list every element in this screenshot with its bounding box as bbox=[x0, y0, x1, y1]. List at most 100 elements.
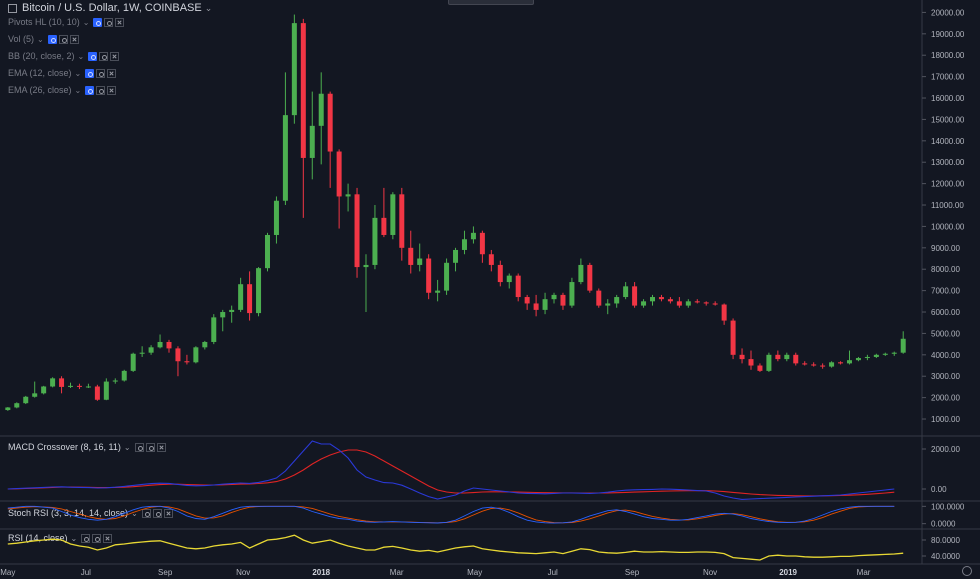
price-tick-label: 10000.00 bbox=[931, 222, 965, 231]
price-tick-label: 7000.00 bbox=[931, 287, 960, 296]
close-icon[interactable] bbox=[163, 508, 173, 518]
eye-icon[interactable] bbox=[47, 34, 57, 44]
candle-body bbox=[748, 359, 754, 366]
chevron-down-icon[interactable]: ⌄ bbox=[82, 17, 90, 27]
eye-icon[interactable] bbox=[85, 85, 95, 95]
settings-icon[interactable] bbox=[145, 442, 155, 452]
rsi-legend[interactable]: RSI (14, close) ⌄ bbox=[8, 533, 114, 543]
indicator-vol[interactable]: Vol (5) ⌄ bbox=[8, 34, 81, 44]
candle-body bbox=[291, 23, 297, 116]
candle-body bbox=[721, 304, 727, 321]
chevron-down-icon[interactable]: ⌄ bbox=[70, 533, 78, 543]
candle-body bbox=[676, 301, 682, 306]
macd-label: MACD Crossover (8, 16, 11) bbox=[8, 442, 121, 452]
candle-body bbox=[354, 194, 360, 268]
stoch-k-line bbox=[7, 505, 895, 524]
indicator-bb[interactable]: BB (20, close, 2) ⌄ bbox=[8, 51, 121, 61]
time-tick-label: 2018 bbox=[312, 568, 330, 577]
macd-legend[interactable]: MACD Crossover (8, 16, 11) ⌄ bbox=[8, 442, 168, 452]
macd-signal-line bbox=[7, 449, 895, 497]
candle-body bbox=[264, 234, 270, 269]
candle-body bbox=[811, 364, 817, 366]
gear-icon[interactable] bbox=[96, 85, 106, 95]
candle-body bbox=[524, 297, 530, 304]
close-icon[interactable] bbox=[110, 51, 120, 61]
chevron-down-icon[interactable]: ⌄ bbox=[37, 34, 44, 44]
stoch-legend[interactable]: Stoch RSI (3, 3, 14, 14, close) ⌄ bbox=[8, 508, 175, 518]
candle-body bbox=[488, 254, 494, 265]
gear-icon[interactable] bbox=[99, 51, 109, 61]
candle-body bbox=[103, 381, 109, 400]
chart-title-text: Bitcoin / U.S. Dollar, 1W, COINBASE bbox=[22, 2, 202, 14]
candle-body bbox=[533, 303, 539, 310]
close-icon[interactable] bbox=[103, 533, 113, 543]
candle-body bbox=[694, 301, 700, 303]
candle-body bbox=[891, 352, 897, 354]
gear-icon[interactable] bbox=[96, 68, 106, 78]
price-tick-label: 20000.00 bbox=[931, 8, 965, 17]
eye-icon[interactable] bbox=[88, 51, 98, 61]
candle-body bbox=[139, 352, 145, 354]
close-icon[interactable] bbox=[107, 68, 117, 78]
candle-body bbox=[685, 301, 691, 306]
candle-body bbox=[345, 194, 351, 197]
candle-body bbox=[327, 93, 333, 152]
indicator-ema-26[interactable]: EMA (26, close) ⌄ bbox=[8, 85, 118, 95]
candle-body bbox=[497, 264, 503, 283]
chevron-down-icon[interactable]: ⌄ bbox=[123, 442, 131, 452]
candle-body bbox=[417, 258, 423, 265]
indicator-pivots[interactable]: Pivots HL (10, 10) ⌄ bbox=[8, 17, 126, 27]
candle-body bbox=[623, 286, 629, 298]
candle-body bbox=[739, 354, 745, 360]
chart-settings-gear-icon[interactable] bbox=[962, 566, 972, 576]
indicator-label: Vol (5) bbox=[8, 34, 35, 44]
candle-body bbox=[76, 385, 82, 387]
chevron-down-icon[interactable]: ⌄ bbox=[77, 51, 85, 61]
chart-title[interactable]: Bitcoin / U.S. Dollar, 1W, COINBASE ⌄ bbox=[8, 2, 212, 14]
candle-body bbox=[399, 194, 405, 248]
chevron-down-icon[interactable]: ⌄ bbox=[74, 68, 82, 78]
candle-body bbox=[650, 297, 656, 302]
candle-body bbox=[658, 297, 664, 300]
candle-body bbox=[282, 115, 288, 201]
candle-body bbox=[551, 294, 557, 300]
candle-body bbox=[372, 217, 378, 265]
time-tick-label: Mar bbox=[390, 568, 404, 577]
gear-icon[interactable] bbox=[58, 34, 68, 44]
candle-body bbox=[730, 320, 736, 355]
candle-body bbox=[444, 262, 450, 291]
gear-icon[interactable] bbox=[81, 533, 91, 543]
time-tick-label: Sep bbox=[625, 568, 640, 577]
candle-body bbox=[130, 353, 136, 371]
eye-icon[interactable] bbox=[93, 17, 103, 27]
close-icon[interactable] bbox=[156, 442, 166, 452]
candle-body bbox=[632, 286, 638, 306]
candle-body bbox=[238, 284, 244, 310]
settings-icon[interactable] bbox=[92, 533, 102, 543]
candle-body bbox=[390, 194, 396, 235]
candle-body bbox=[900, 338, 906, 353]
close-icon[interactable] bbox=[69, 34, 79, 44]
indicator-label: EMA (12, close) bbox=[8, 68, 72, 78]
chevron-down-icon[interactable]: ⌄ bbox=[131, 508, 138, 518]
candle-body bbox=[363, 264, 369, 268]
price-tick-label: 8000.00 bbox=[931, 265, 960, 274]
eye-icon[interactable] bbox=[85, 68, 95, 78]
candle-body bbox=[864, 356, 870, 359]
close-icon[interactable] bbox=[115, 17, 125, 27]
close-icon[interactable] bbox=[107, 85, 117, 95]
gear-icon[interactable] bbox=[134, 442, 144, 452]
chevron-down-icon[interactable]: ⌄ bbox=[74, 85, 82, 95]
rsi-tick-label: 80.0000 bbox=[931, 536, 960, 545]
gear-icon[interactable] bbox=[141, 508, 151, 518]
price-tick-label: 12000.00 bbox=[931, 180, 965, 189]
candle-body bbox=[587, 264, 593, 291]
candle-body bbox=[193, 347, 199, 363]
indicator-ema-12[interactable]: EMA (12, close) ⌄ bbox=[8, 68, 118, 78]
time-tick-label: Jul bbox=[81, 568, 91, 577]
gear-icon[interactable] bbox=[104, 17, 114, 27]
chevron-down-icon[interactable]: ⌄ bbox=[204, 2, 213, 13]
settings-icon[interactable] bbox=[152, 508, 162, 518]
candle-body bbox=[408, 247, 414, 265]
